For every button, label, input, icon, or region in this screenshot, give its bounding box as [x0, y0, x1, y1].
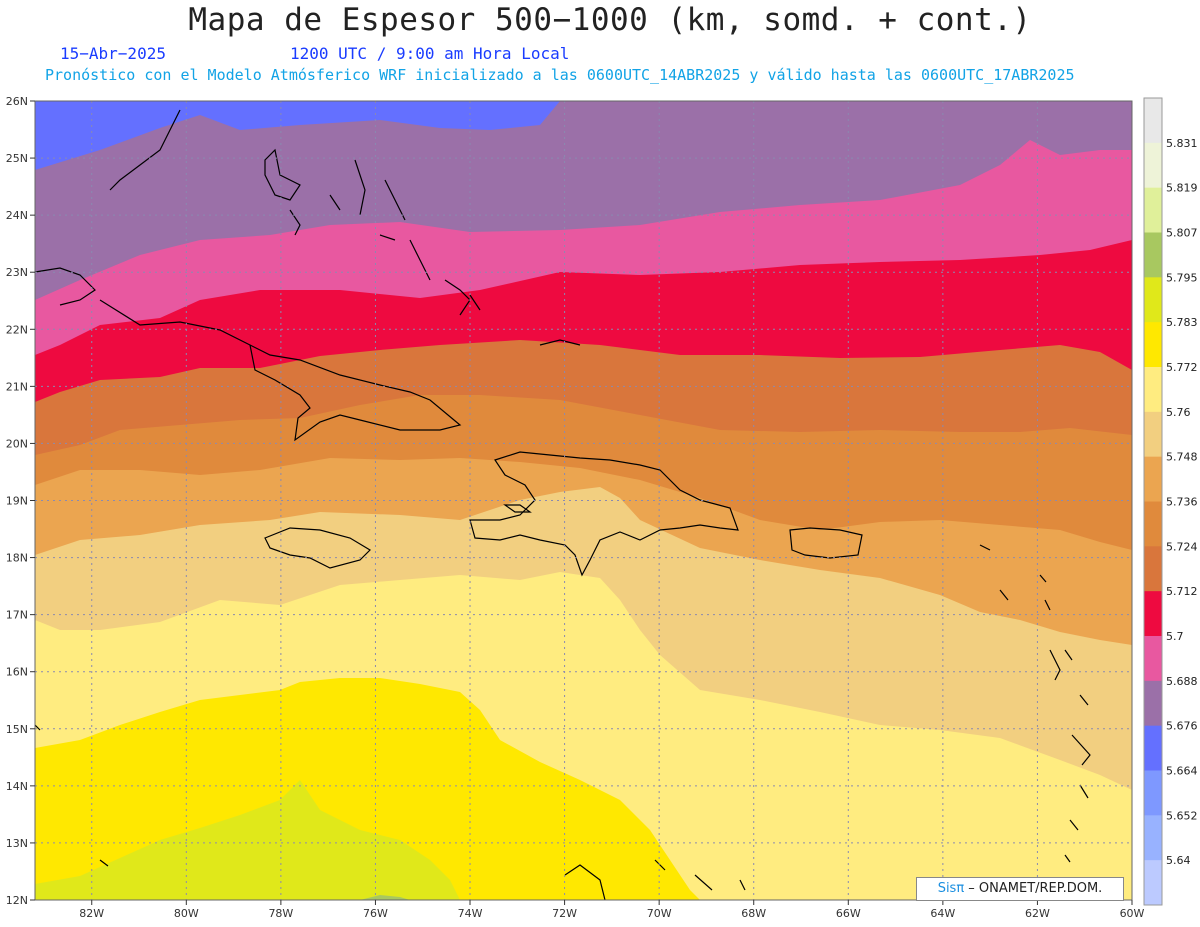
colorbar-level-label: 5.831	[1166, 137, 1198, 150]
colorbar-level-label: 5.819	[1166, 182, 1198, 195]
colorbar-level-label: 5.688	[1166, 675, 1198, 688]
colorbar-level-label: 5.7	[1166, 630, 1184, 643]
lat-label: 19N	[6, 495, 28, 508]
contour-bands	[35, 101, 1132, 900]
longitude-labels: 82W 80W 78W 76W 74W 72W 70W 68W 66W 64W 62W 60W	[79, 900, 1145, 920]
colorbar-swatch	[1144, 860, 1162, 906]
lat-label: 16N	[6, 666, 28, 679]
hispaniola-coastline	[469, 451, 739, 577]
credit-badge: Sisπ – ONAMET/REP.DOM.	[916, 877, 1124, 901]
colorbar-level-label: 5.652	[1166, 809, 1198, 822]
lon-label: 62W	[1025, 907, 1050, 920]
cuba-coastline	[35, 267, 462, 442]
colorbar-level-label: 5.748	[1166, 451, 1198, 464]
colorbar-swatch	[1144, 142, 1162, 189]
map-title: Mapa de Espesor 500−1000 (km, somd. + co…	[188, 2, 1032, 38]
colorbar-level-label: 5.783	[1166, 316, 1198, 329]
lat-label: 20N	[6, 437, 28, 450]
colorbar-swatch	[1144, 636, 1162, 682]
latitude-labels: 26N 25N 24N 23N 22N 21N 20N 19N 18N 17N 16N 15N 14N 1…	[6, 95, 35, 907]
lat-label: 26N	[6, 95, 28, 108]
lat-label: 12N	[6, 894, 28, 907]
lat-label: 21N	[6, 380, 28, 393]
credit-text: – ONAMET/REP.DOM.	[964, 881, 1103, 896]
colorbar-swatch	[1144, 770, 1162, 816]
lon-label: 82W	[79, 907, 104, 920]
lon-label: 76W	[363, 907, 388, 920]
lon-label: 80W	[174, 907, 199, 920]
colorbar-level-label: 5.724	[1166, 540, 1198, 553]
colorbar-swatch	[1144, 501, 1162, 547]
lat-label: 24N	[6, 209, 28, 222]
south-america-coastline	[35, 724, 746, 900]
lat-label: 15N	[6, 723, 28, 736]
colorbar-swatch	[1144, 591, 1162, 637]
jamaica-coastline	[264, 527, 371, 569]
lon-label: 64W	[930, 907, 955, 920]
gonave-island	[503, 504, 532, 513]
colorbar-level-label: 5.76	[1166, 406, 1191, 419]
colorbar-swatch	[1144, 232, 1162, 278]
colorbar-swatch	[1144, 367, 1162, 413]
coastlines	[35, 109, 1091, 900]
bahamas-coastline	[109, 109, 581, 346]
colorbar-level-label: 5.772	[1166, 361, 1198, 374]
lon-label: 70W	[647, 907, 672, 920]
lon-label: 74W	[458, 907, 483, 920]
puerto-rico-coastline	[789, 527, 863, 559]
lat-label: 22N	[6, 323, 28, 336]
colorbar-level-label: 5.712	[1166, 585, 1198, 598]
lon-label: 60W	[1120, 907, 1145, 920]
colorbar-swatch	[1144, 725, 1162, 771]
band-5-783	[35, 780, 460, 900]
lat-label: 17N	[6, 609, 28, 622]
colorbar-swatch	[1144, 456, 1162, 502]
lon-label: 72W	[552, 907, 577, 920]
graticule	[35, 101, 1132, 900]
colorbar-swatch	[1144, 815, 1162, 861]
colorbar-swatch	[1144, 277, 1162, 323]
forecast-time: 1200 UTC / 9:00 am Hora Local	[290, 44, 570, 63]
colorbar-level-label: 5.664	[1166, 765, 1198, 778]
colorbar-level-label: 5.736	[1166, 496, 1198, 509]
lat-label: 23N	[6, 266, 28, 279]
lesser-antilles	[979, 544, 1091, 863]
colorbar-swatch	[1144, 322, 1162, 368]
lon-label: 66W	[836, 907, 861, 920]
colorbar-swatch	[1144, 98, 1162, 144]
lat-label: 25N	[6, 152, 28, 165]
band-5-795	[360, 895, 410, 900]
colorbar-swatch	[1144, 187, 1162, 233]
lon-label: 68W	[741, 907, 766, 920]
model-run-subtitle: Pronóstico con el Modelo Atmósferico WRF…	[45, 66, 1075, 84]
colorbar-swatch	[1144, 411, 1162, 458]
band-5-664	[35, 101, 560, 170]
colorbar-swatch	[1144, 546, 1162, 592]
colorbar-level-label: 5.676	[1166, 720, 1198, 733]
lon-label: 78W	[268, 907, 293, 920]
colorbar-swatch	[1144, 680, 1162, 727]
colorbar-level-label: 5.807	[1166, 227, 1198, 240]
forecast-date: 15−Abr−2025	[60, 44, 166, 63]
colorbar-level-label: 5.64	[1166, 854, 1191, 867]
colorbar-level-label: 5.795	[1166, 271, 1198, 284]
lat-label: 13N	[6, 837, 28, 850]
credit-brand: Sisπ	[937, 881, 965, 896]
colorbar-frame	[1143, 97, 1163, 906]
lat-label: 18N	[6, 552, 28, 565]
colorbar: 5.831 5.819 5.807 5.795 5.783 5.772 5.76 5.748 5…	[1143, 97, 1198, 906]
lat-label: 14N	[6, 780, 28, 793]
